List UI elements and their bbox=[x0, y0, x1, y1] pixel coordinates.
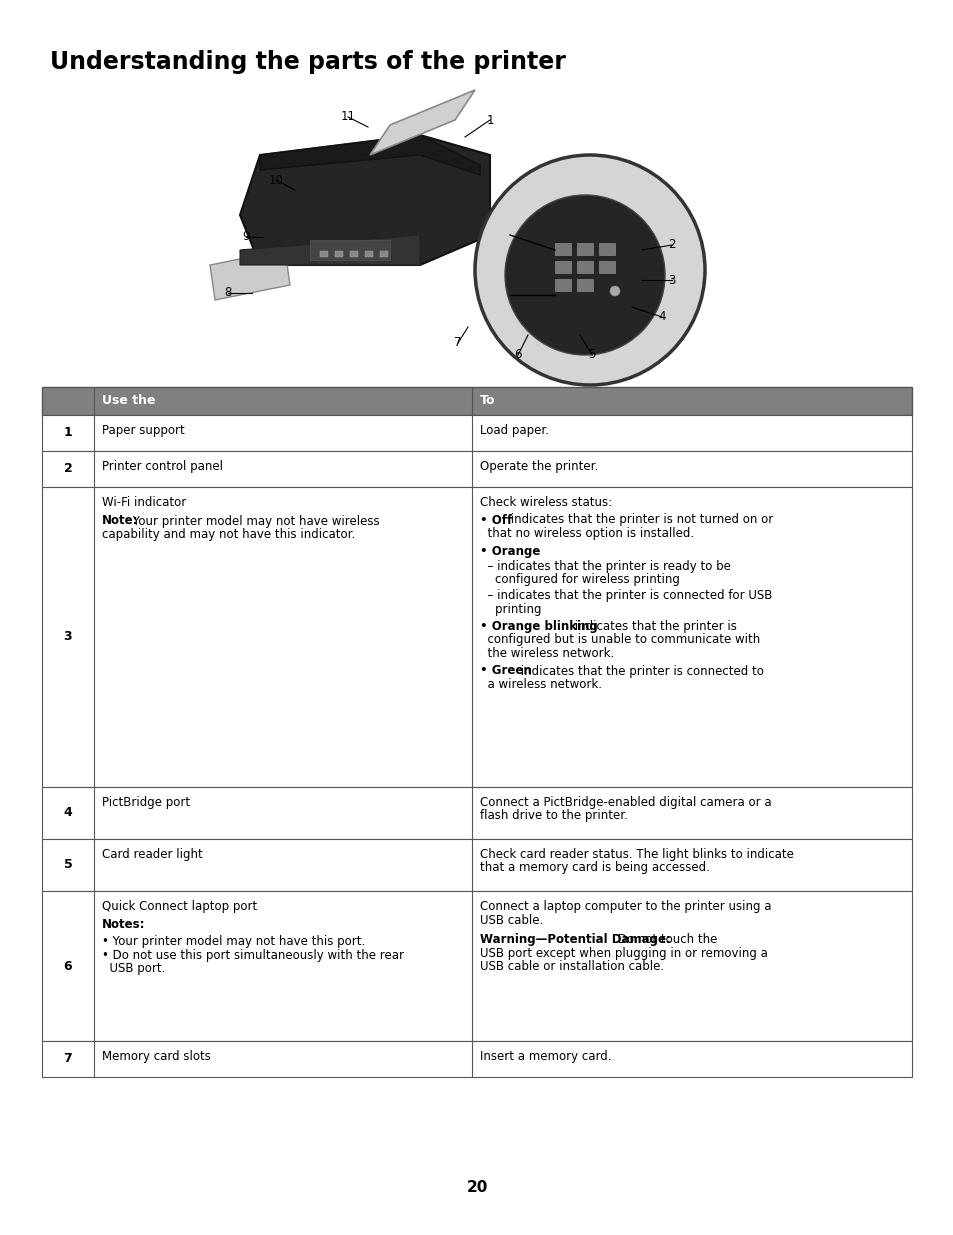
Text: PictBridge port: PictBridge port bbox=[102, 797, 190, 809]
Circle shape bbox=[475, 156, 704, 385]
Text: Paper support: Paper support bbox=[102, 424, 185, 437]
Text: the wireless network.: the wireless network. bbox=[479, 647, 614, 659]
Bar bbox=[598, 261, 615, 273]
Text: • Your printer model may not have this port.: • Your printer model may not have this p… bbox=[102, 935, 365, 948]
Text: Connect a laptop computer to the printer using a: Connect a laptop computer to the printer… bbox=[479, 900, 771, 913]
Polygon shape bbox=[240, 135, 490, 266]
Text: • Do not use this port simultaneously with the rear: • Do not use this port simultaneously wi… bbox=[102, 948, 403, 962]
Text: capability and may not have this indicator.: capability and may not have this indicat… bbox=[102, 529, 355, 541]
Bar bbox=[555, 279, 571, 291]
Text: Connect a PictBridge-enabled digital camera or a: Connect a PictBridge-enabled digital cam… bbox=[479, 797, 771, 809]
Bar bbox=[577, 261, 593, 273]
Text: Quick Connect laptop port: Quick Connect laptop port bbox=[102, 900, 257, 913]
Circle shape bbox=[504, 195, 664, 354]
Text: USB port except when plugging in or removing a: USB port except when plugging in or remo… bbox=[479, 946, 767, 960]
Text: 4: 4 bbox=[64, 806, 72, 820]
Bar bbox=[350, 251, 357, 257]
Text: Memory card slots: Memory card slots bbox=[102, 1050, 211, 1063]
Text: 7: 7 bbox=[64, 1052, 72, 1066]
Text: that a memory card is being accessed.: that a memory card is being accessed. bbox=[479, 862, 709, 874]
Bar bbox=[555, 243, 571, 254]
Bar bbox=[42, 890, 911, 1041]
Bar bbox=[42, 415, 911, 451]
Polygon shape bbox=[210, 249, 290, 300]
Text: 10: 10 bbox=[269, 173, 283, 186]
Text: • Orange: • Orange bbox=[479, 545, 539, 557]
Text: printing: printing bbox=[479, 603, 541, 615]
Text: Notes:: Notes: bbox=[102, 919, 146, 931]
Bar bbox=[190, 90, 689, 370]
Text: 4: 4 bbox=[658, 310, 665, 324]
Text: configured but is unable to communicate with: configured but is unable to communicate … bbox=[479, 634, 760, 646]
Text: • Off: • Off bbox=[479, 514, 512, 526]
Text: Warning—Potential Damage:: Warning—Potential Damage: bbox=[479, 932, 670, 946]
Bar bbox=[42, 387, 911, 415]
Bar bbox=[335, 251, 343, 257]
Text: USB cable.: USB cable. bbox=[479, 914, 542, 926]
Polygon shape bbox=[240, 235, 419, 266]
Polygon shape bbox=[260, 135, 479, 175]
Text: To: To bbox=[479, 394, 495, 408]
Text: 11: 11 bbox=[340, 110, 355, 124]
Text: that no wireless option is installed.: that no wireless option is installed. bbox=[479, 527, 694, 540]
Text: 5: 5 bbox=[64, 858, 72, 872]
Text: 2: 2 bbox=[667, 238, 675, 252]
Text: Check wireless status:: Check wireless status: bbox=[479, 496, 612, 509]
Text: Do not touch the: Do not touch the bbox=[613, 932, 717, 946]
Text: Check card reader status. The light blinks to indicate: Check card reader status. The light blin… bbox=[479, 848, 793, 861]
Text: 8: 8 bbox=[224, 287, 232, 300]
Text: 1: 1 bbox=[64, 426, 72, 440]
Text: • Orange blinking: • Orange blinking bbox=[479, 620, 598, 634]
Bar bbox=[555, 261, 571, 273]
Text: Card reader light: Card reader light bbox=[102, 848, 203, 861]
Text: • Green: • Green bbox=[479, 664, 531, 678]
Bar bbox=[379, 251, 388, 257]
Bar bbox=[365, 251, 373, 257]
Text: Insert a memory card.: Insert a memory card. bbox=[479, 1050, 611, 1063]
Text: indicates that the printer is connected to: indicates that the printer is connected … bbox=[517, 664, 763, 678]
Polygon shape bbox=[370, 90, 475, 156]
Bar bbox=[42, 787, 911, 839]
Text: 6: 6 bbox=[64, 960, 72, 972]
Text: configured for wireless printing: configured for wireless printing bbox=[479, 573, 679, 587]
Text: Operate the printer.: Operate the printer. bbox=[479, 459, 598, 473]
Text: – indicates that the printer is connected for USB: – indicates that the printer is connecte… bbox=[479, 589, 772, 601]
Text: Use the: Use the bbox=[102, 394, 155, 408]
Text: 3: 3 bbox=[668, 273, 675, 287]
Bar bbox=[42, 451, 911, 487]
Bar bbox=[598, 243, 615, 254]
Text: Your printer model may not have wireless: Your printer model may not have wireless bbox=[129, 515, 379, 527]
Text: – indicates that the printer is ready to be: – indicates that the printer is ready to… bbox=[479, 559, 730, 573]
Bar bbox=[310, 240, 390, 261]
Text: 1: 1 bbox=[486, 114, 494, 126]
Text: indicates that the printer is not turned on or: indicates that the printer is not turned… bbox=[506, 514, 772, 526]
Text: a wireless network.: a wireless network. bbox=[479, 678, 601, 692]
Bar bbox=[319, 251, 328, 257]
Text: 5: 5 bbox=[588, 348, 595, 362]
Text: 20: 20 bbox=[466, 1179, 487, 1194]
Bar bbox=[42, 1041, 911, 1077]
Text: flash drive to the printer.: flash drive to the printer. bbox=[479, 809, 627, 823]
Bar bbox=[577, 243, 593, 254]
Text: Wi-Fi indicator: Wi-Fi indicator bbox=[102, 496, 186, 509]
Text: USB port.: USB port. bbox=[102, 962, 165, 974]
Text: 7: 7 bbox=[454, 336, 461, 350]
Text: indicates that the printer is: indicates that the printer is bbox=[570, 620, 736, 634]
Bar bbox=[577, 279, 593, 291]
Bar bbox=[42, 839, 911, 890]
Bar bbox=[42, 487, 911, 787]
Text: Printer control panel: Printer control panel bbox=[102, 459, 223, 473]
Text: 2: 2 bbox=[64, 462, 72, 475]
Text: 9: 9 bbox=[242, 231, 250, 243]
Text: 3: 3 bbox=[64, 631, 72, 643]
Text: Note:: Note: bbox=[102, 515, 138, 527]
Text: Understanding the parts of the printer: Understanding the parts of the printer bbox=[50, 49, 565, 74]
Text: 6: 6 bbox=[514, 348, 521, 362]
Text: USB cable or installation cable.: USB cable or installation cable. bbox=[479, 960, 663, 973]
Circle shape bbox=[609, 287, 619, 296]
Text: Load paper.: Load paper. bbox=[479, 424, 548, 437]
